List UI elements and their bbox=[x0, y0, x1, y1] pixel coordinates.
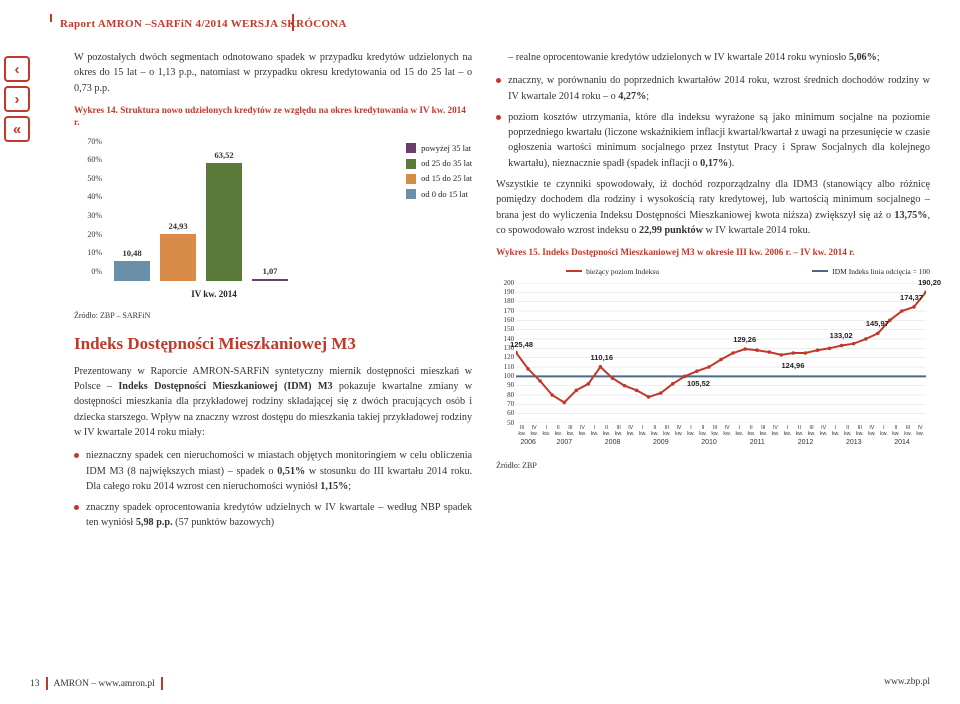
footer-right-text: www.zbp.pl bbox=[884, 677, 930, 690]
right-column: – realne oprocentowanie kredytów udzielo… bbox=[496, 50, 930, 537]
chart15-point-label: 174,37 bbox=[900, 293, 923, 302]
chart14-x-label: IV kw. 2014 bbox=[114, 289, 314, 299]
tick-decor bbox=[46, 677, 48, 690]
page-number: 13 bbox=[30, 679, 40, 689]
chart15-legend: bieżący poziom Indeksu IDM Indeks linia o… bbox=[566, 267, 930, 276]
prev-page-button[interactable]: ‹ bbox=[4, 56, 30, 82]
content-columns: W pozostałych dwóch segmentach odnotowan… bbox=[74, 50, 930, 537]
chart15-plot bbox=[516, 283, 926, 423]
report-title: Raport AMRON –SARFiN 4/2014 WERSJA SKRÓC… bbox=[30, 18, 930, 30]
next-page-button[interactable]: › bbox=[4, 86, 30, 112]
chart15-source: Źródło: ZBP bbox=[496, 461, 930, 470]
bullet-item: znaczny spadek oprocentowania kredytów u… bbox=[74, 500, 472, 531]
legend-item: od 0 do 15 lat bbox=[406, 187, 472, 202]
tick-decor bbox=[50, 14, 52, 22]
chart15-point-label: 124,96 bbox=[781, 361, 804, 370]
tick-decor bbox=[161, 677, 163, 690]
tick-decor bbox=[292, 14, 294, 31]
legend-item: powyżej 35 lat bbox=[406, 141, 472, 156]
chart15-point-label: 133,02 bbox=[830, 331, 853, 340]
chart14-bar: 1,07 bbox=[252, 279, 288, 281]
legend-item: bieżący poziom Indeksu bbox=[566, 267, 659, 276]
summary-paragraph: Wszystkie te czynniki spowodowały, iż do… bbox=[496, 177, 930, 238]
chart15-title: Wykres 15. Indeks Dostępności Mieszkanio… bbox=[496, 246, 930, 258]
bullet-item: nieznaczny spadek cen nieruchomości w mi… bbox=[74, 448, 472, 494]
right-bullet-list: znaczny, w porównaniu do poprzednich kwa… bbox=[496, 73, 930, 171]
legend-item: od 25 do 35 lat bbox=[406, 156, 472, 171]
chart14-bar: 10,48 bbox=[114, 261, 150, 280]
legend-item: IDM Indeks linia odcięcia = 100 bbox=[812, 267, 930, 276]
right-top-continuation: – realne oprocentowanie kredytów udzielo… bbox=[496, 50, 930, 65]
chart15-point-label: 105,52 bbox=[687, 379, 710, 388]
home-button[interactable]: « bbox=[4, 116, 30, 142]
chart15-point-label: 110,16 bbox=[591, 353, 614, 362]
left-bullet-list: nieznaczny spadek cen nieruchomości w mi… bbox=[74, 448, 472, 530]
chevron-left-icon: ‹ bbox=[15, 61, 20, 78]
idm-paragraph: Prezentowany w Raporcie AMRON-SARFiN syn… bbox=[74, 364, 472, 440]
footer: 13 AMRON – www.amron.pl www.zbp.pl bbox=[30, 677, 930, 690]
bullet-item: znaczny, w porównaniu do poprzednich kwa… bbox=[496, 73, 930, 104]
double-chevron-icon: « bbox=[13, 121, 21, 138]
section-heading: Indeks Dostępności Mieszkaniowej M3 bbox=[74, 334, 472, 354]
chart15-point-label: 129,26 bbox=[733, 335, 756, 344]
chart14: 70%60%50%40%30%20%10%0% 10,4824,9363,521… bbox=[74, 137, 472, 307]
bullet-item: poziom kosztów utrzymania, które dla ind… bbox=[496, 110, 930, 171]
page: Raport AMRON –SARFiN 4/2014 WERSJA SKRÓC… bbox=[0, 0, 960, 704]
chart14-bars: 10,48 24,93 63,52 1,07 bbox=[114, 151, 314, 281]
chart15: bieżący poziom Indeksu IDM Indeks linia o… bbox=[496, 267, 930, 457]
chart14-legend: powyżej 35 latod 25 do 35 latod 15 do 25… bbox=[406, 141, 472, 202]
chart15-point-label: 190,20 bbox=[918, 278, 941, 287]
chart14-bar: 24,93 bbox=[160, 234, 196, 280]
intro-paragraph: W pozostałych dwóch segmentach odnotowan… bbox=[74, 50, 472, 96]
left-column: W pozostałych dwóch segmentach odnotowan… bbox=[74, 50, 472, 537]
chart14-title: Wykres 14. Struktura nowo udzielonych kr… bbox=[74, 104, 472, 129]
chart15-point-label: 125,48 bbox=[510, 340, 533, 349]
header-bar: Raport AMRON –SARFiN 4/2014 WERSJA SKRÓC… bbox=[30, 18, 930, 30]
footer-left-text: AMRON – www.amron.pl bbox=[54, 679, 155, 689]
nav-arrows: ‹ › « bbox=[4, 56, 30, 146]
footer-left: 13 AMRON – www.amron.pl bbox=[30, 677, 163, 690]
legend-item: od 15 do 25 lat bbox=[406, 171, 472, 186]
chevron-right-icon: › bbox=[15, 91, 20, 108]
chart14-bar: 63,52 bbox=[206, 163, 242, 281]
chart15-x-axis: IIIkw.IVkw.2006Ikw.IIkw.IIIkw.IVkw.2007I… bbox=[516, 425, 926, 446]
chart14-source: Źródło: ZBP – SARFiN bbox=[74, 311, 472, 320]
chart15-point-label: 145,97 bbox=[866, 319, 889, 328]
